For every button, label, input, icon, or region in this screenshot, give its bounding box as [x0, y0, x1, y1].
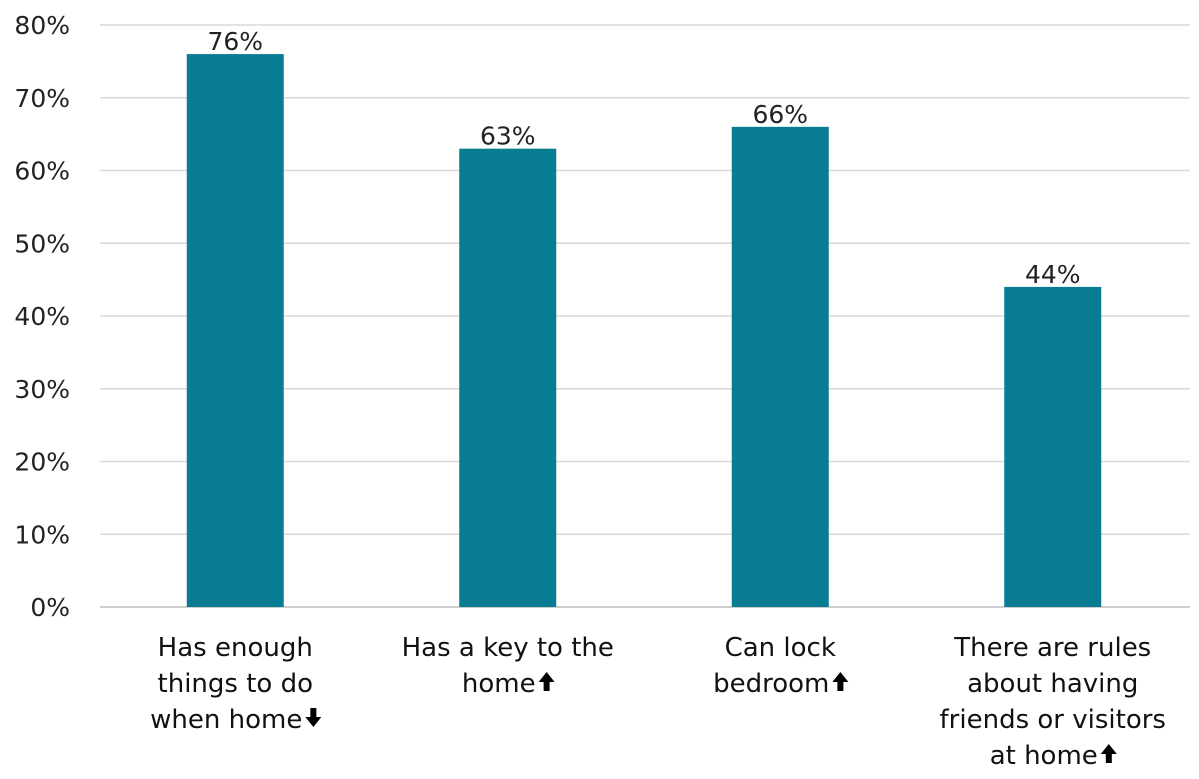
data-label: 66% [752, 100, 808, 129]
category-label-line: Can lock [725, 633, 836, 663]
bar [459, 148, 557, 608]
data-label: 76% [207, 27, 263, 56]
y-axis-ticks: 0% 10% 20% 30% 40% 50% 60% 70% 80% [14, 11, 70, 622]
category-label-line: things to do [158, 669, 313, 699]
category-label: Has a key to the home [402, 633, 614, 699]
category-label-line: Has a key to the [402, 633, 614, 663]
y-tick-label: 70% [14, 84, 70, 113]
y-tick-label: 0% [30, 593, 70, 622]
category-label-line: There are rules [953, 633, 1151, 663]
category-label: Can lock bedroom [713, 633, 849, 699]
category-labels: Has enough things to do when home Has a key… [150, 633, 1166, 771]
data-labels: 76% 63% 66% 44% [207, 27, 1080, 289]
category-label-line: friends or visitors [940, 705, 1166, 735]
arrow-up-icon [538, 672, 555, 691]
bar [731, 126, 829, 607]
category-label-line: when home [150, 705, 302, 735]
data-label: 44% [1025, 260, 1081, 289]
y-tick-label: 30% [14, 375, 70, 404]
arrow-up-icon [832, 672, 849, 691]
category-label: There are rules about having friends or vi… [940, 633, 1166, 771]
y-tick-label: 20% [14, 448, 70, 477]
category-label: Has enough things to do when home [150, 633, 322, 735]
arrow-up-icon [1100, 744, 1117, 763]
arrow-down-icon [305, 708, 322, 727]
y-tick-label: 60% [14, 157, 70, 186]
category-label-line: about having [967, 669, 1138, 699]
category-label-line: at home [990, 741, 1098, 771]
y-tick-label: 40% [14, 302, 70, 331]
category-label-line: Has enough [158, 633, 313, 663]
y-tick-label: 50% [14, 229, 70, 258]
y-tick-label: 10% [14, 520, 70, 549]
category-label-line: bedroom [713, 669, 829, 699]
bar [1004, 286, 1102, 607]
bar [186, 54, 284, 608]
y-tick-label: 80% [14, 11, 70, 40]
data-label: 63% [480, 122, 536, 151]
bars [186, 54, 1102, 608]
category-label-line: home [462, 669, 536, 699]
